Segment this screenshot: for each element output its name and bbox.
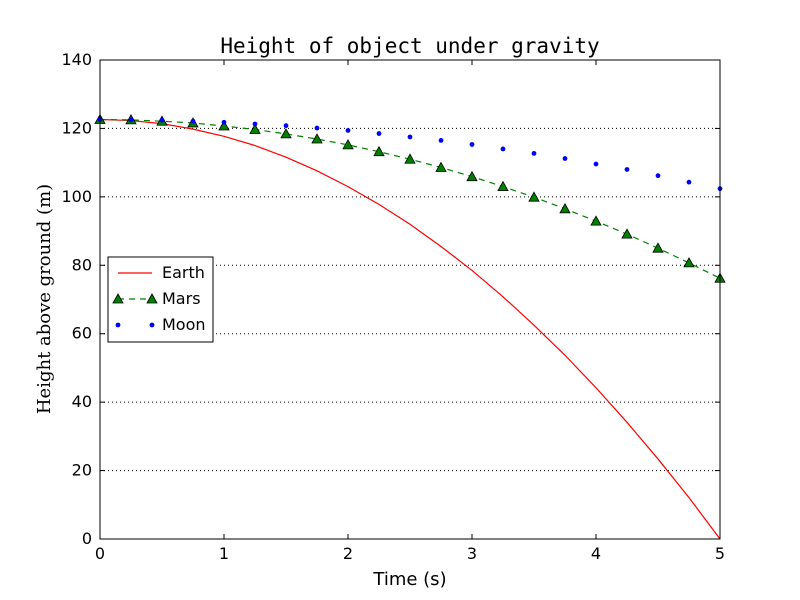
series-moon-point: [376, 131, 382, 136]
x-tick-label: 3: [467, 544, 477, 563]
series-moon-point: [190, 118, 196, 124]
series-moon-point: [407, 134, 413, 140]
series-moon-point: [655, 173, 661, 179]
legend-moon-label: Moon: [162, 315, 206, 334]
legend-mars-label: Mars: [162, 289, 201, 308]
y-axis-label: Height above ground (m): [34, 184, 55, 414]
x-tick-label: 4: [591, 544, 601, 563]
series-moon-point: [500, 146, 506, 152]
series-moon-point: [593, 161, 599, 167]
y-tick-label: 40: [72, 392, 92, 411]
plot-series: [94, 113, 726, 540]
series-mars-point: [559, 203, 571, 214]
series-earth-line: [99, 118, 721, 540]
legend: Earth Mars Moon: [107, 256, 214, 343]
series-moon-point: [221, 119, 227, 125]
series-moon-point: [252, 121, 258, 127]
x-tick-label: 5: [715, 544, 725, 563]
series-mars-point: [590, 215, 602, 226]
series-mars-point: [683, 257, 695, 268]
series-moon-point: [531, 151, 537, 156]
series-mars-point: [621, 228, 633, 239]
legend-mars-marker: [146, 293, 158, 304]
x-tick-label: 2: [343, 544, 353, 563]
series-mars-line: [99, 118, 721, 279]
y-tick-label: 80: [72, 255, 92, 274]
series-mars-point: [373, 145, 385, 157]
series-mars-point: [218, 120, 230, 131]
series-moon-point: [562, 156, 568, 161]
y-tick-label: 100: [61, 187, 92, 206]
series-moon-point: [438, 138, 444, 143]
legend-mars-marker: [112, 293, 124, 304]
chart-title: Height of object under gravity: [220, 34, 599, 58]
series-mars-point: [342, 139, 354, 150]
y-tick-label: 20: [72, 461, 92, 480]
legend-moon-marker: [115, 322, 121, 328]
y-tick-label: 60: [72, 324, 92, 343]
series-moon-point: [469, 142, 475, 147]
y-tick-label: 140: [61, 50, 92, 69]
series-mars-point: [528, 191, 540, 202]
x-tick-label: 0: [95, 544, 105, 563]
series-moon-point: [686, 179, 692, 185]
series-moon-point: [159, 117, 165, 123]
x-tick-label: 1: [219, 544, 229, 563]
x-axis-label: Time (s): [372, 569, 446, 590]
y-gridlines: [100, 127, 720, 472]
series-moon-point: [314, 125, 320, 131]
series-mars-point: [435, 161, 447, 172]
axis-ticks: 0 1 2 3 4 5 0 20 40 60 80 100 120 140: [61, 50, 725, 563]
y-tick-label: 0: [82, 529, 92, 548]
legend-box: [107, 256, 214, 343]
legend-moon-marker: [149, 322, 155, 328]
legend-earth-label: Earth: [162, 263, 205, 282]
series-moon-point: [283, 123, 289, 129]
series-moon-point: [624, 167, 630, 172]
y-tick-label: 120: [61, 118, 92, 137]
series-moon-point: [128, 117, 134, 123]
series-mars-point: [280, 128, 292, 139]
series-mars-point: [404, 153, 416, 164]
plot-frame: [99, 59, 721, 540]
series-moon-point: [345, 128, 351, 133]
series-mars-point: [497, 180, 509, 191]
series-mars-point: [652, 242, 664, 253]
series-mars-point: [311, 133, 323, 144]
series-mars-point: [249, 123, 261, 134]
series-mars-point: [466, 170, 478, 182]
